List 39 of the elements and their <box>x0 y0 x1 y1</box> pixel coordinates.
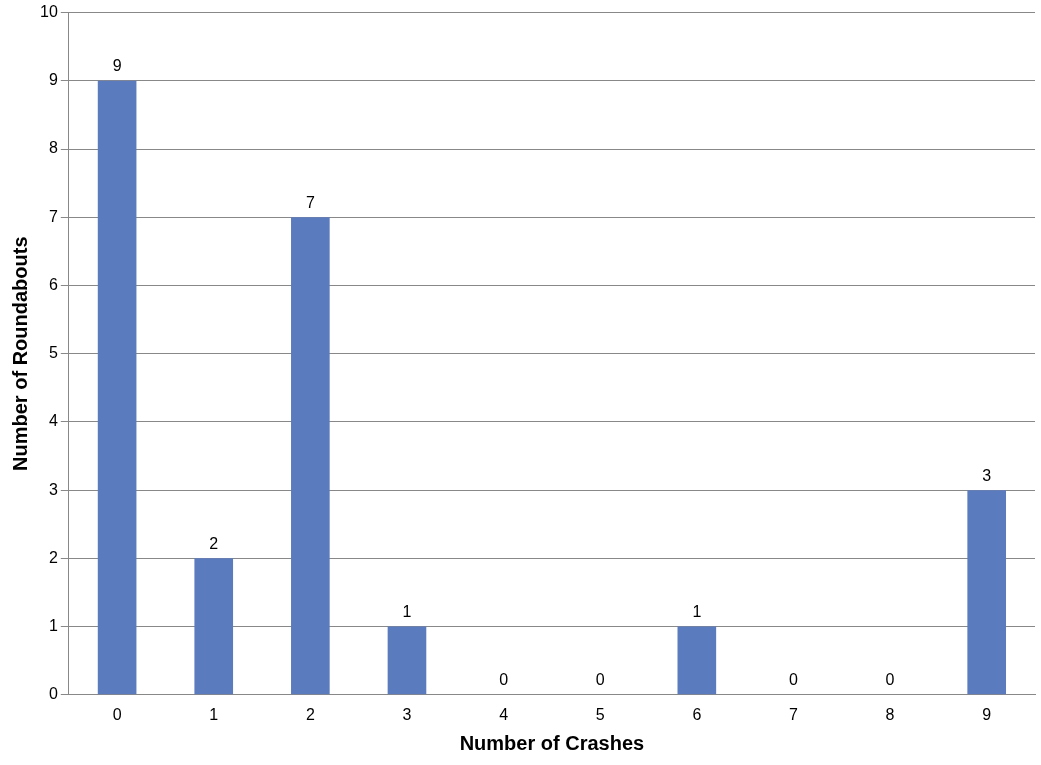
data-label: 7 <box>305 193 315 211</box>
x-tick-label: 7 <box>789 705 798 723</box>
y-tick-label: 7 <box>48 207 58 225</box>
x-tick-label: 4 <box>499 705 509 723</box>
x-tick-label: 9 <box>982 705 992 723</box>
y-tick-label: 5 <box>48 344 58 362</box>
y-tick-label: 2 <box>48 548 58 566</box>
y-axis-title: Number of Roundabouts <box>8 236 31 471</box>
data-label: 3 <box>982 466 992 484</box>
y-tick-label: 4 <box>48 412 58 430</box>
x-tick-label: 5 <box>595 705 605 723</box>
data-label: 0 <box>789 671 798 689</box>
data-label: 1 <box>692 602 702 620</box>
bar <box>677 626 717 695</box>
data-label: 2 <box>209 534 219 552</box>
x-tick-label: 8 <box>885 705 895 723</box>
bar <box>967 490 1007 695</box>
bar <box>194 558 234 695</box>
y-tick-label: 0 <box>48 685 58 703</box>
data-label: 0 <box>885 671 895 689</box>
y-tick-label: 8 <box>48 139 58 157</box>
data-label: 1 <box>402 602 412 620</box>
data-label: 0 <box>595 671 605 689</box>
y-tick-label: 6 <box>48 275 58 293</box>
x-tick-label: 3 <box>402 705 412 723</box>
data-label: 9 <box>112 57 122 75</box>
x-tick-label: 1 <box>209 705 219 723</box>
bar <box>387 626 427 695</box>
bar <box>291 217 330 695</box>
y-tick-label: 1 <box>48 616 58 634</box>
y-tick-label: 10 <box>40 3 58 21</box>
y-tick-label: 9 <box>48 71 58 89</box>
bar <box>97 80 137 695</box>
data-label: 0 <box>499 671 509 689</box>
x-tick-label: 0 <box>112 705 122 723</box>
x-tick-label: 2 <box>305 705 315 723</box>
x-axis-title: Number of Crashes <box>459 731 645 754</box>
y-tick-label: 3 <box>48 480 58 498</box>
x-tick-label: 6 <box>692 705 702 723</box>
